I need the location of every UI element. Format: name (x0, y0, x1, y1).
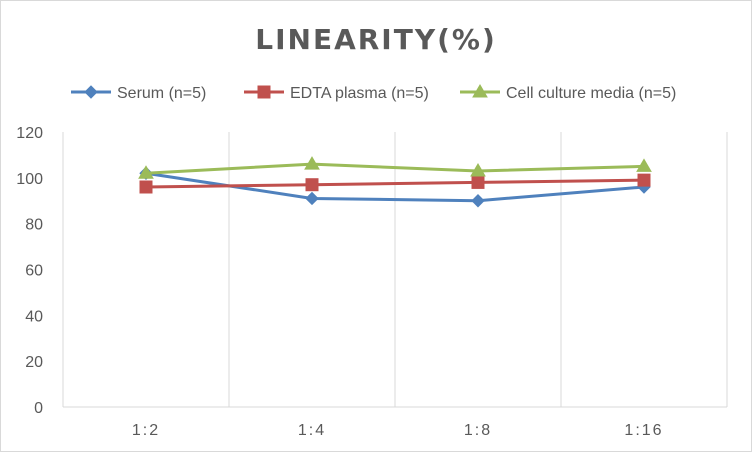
legend: Serum (n=5) EDTA plasma (n=5) Cell culture… (71, 84, 676, 102)
series-line (145, 162, 645, 175)
series-group (138, 156, 652, 179)
y-tick-label: 20 (25, 354, 43, 371)
data-point (305, 191, 319, 206)
axes: 0 20 40 60 80 100 120 1:2 1:4 1:8 1:16 (16, 125, 727, 439)
x-tick-label: 1:8 (464, 422, 492, 439)
y-tick-label: 40 (25, 308, 43, 325)
x-tick-label: 1:2 (132, 422, 160, 439)
series-line (145, 178, 645, 189)
y-tick-label: 80 (25, 217, 43, 234)
data-point (305, 178, 319, 192)
legend-marker (257, 85, 271, 99)
data-point (637, 173, 651, 187)
series-layer (138, 156, 652, 208)
y-tick-label: 60 (25, 263, 43, 280)
x-tick-label: 1:16 (624, 422, 663, 439)
y-tick-label: 120 (16, 125, 43, 142)
y-tick-label: 100 (16, 171, 43, 188)
data-point (471, 175, 485, 189)
y-tick-label: 0 (34, 400, 43, 417)
grid (62, 132, 728, 407)
data-point (471, 194, 485, 208)
data-point (636, 158, 652, 172)
legend-label: Serum (n=5) (117, 85, 206, 102)
legend-label: Cell culture media (n=5) (506, 85, 676, 102)
series-group (139, 173, 651, 194)
legend-item: EDTA plasma (n=5) (244, 85, 429, 102)
data-point (304, 156, 320, 170)
data-point (138, 165, 154, 179)
x-tick-label: 1:4 (298, 422, 326, 439)
legend-item: Serum (n=5) (71, 85, 206, 102)
legend-label: EDTA plasma (n=5) (290, 85, 429, 102)
legend-item: Cell culture media (n=5) (460, 84, 676, 102)
data-point (139, 180, 153, 194)
legend-marker (84, 85, 98, 99)
chart-title: LINEARITY(%) (255, 23, 497, 56)
data-point (470, 162, 486, 177)
legend-marker (472, 84, 488, 98)
